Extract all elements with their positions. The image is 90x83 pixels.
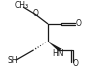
Polygon shape <box>48 41 62 51</box>
Text: CH₃: CH₃ <box>15 1 29 10</box>
Text: O: O <box>76 19 82 28</box>
Text: O: O <box>32 9 38 18</box>
Text: SH: SH <box>7 56 18 65</box>
Text: HN: HN <box>52 49 64 58</box>
Text: O: O <box>73 59 79 68</box>
